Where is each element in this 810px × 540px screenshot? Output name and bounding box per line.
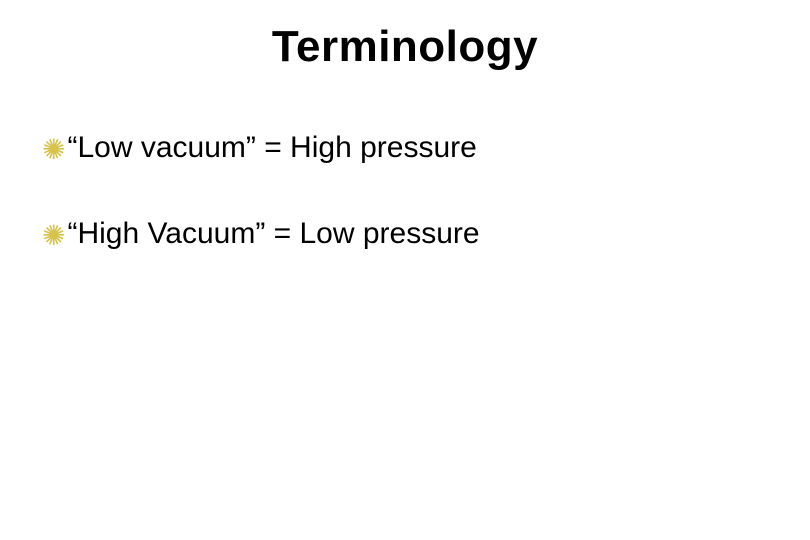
bullet-icon: ✺	[42, 222, 65, 250]
list-item: ✺ “Low vacuum” = High pressure	[42, 130, 768, 166]
slide-title: Terminology	[0, 22, 810, 72]
bullet-icon: ✺	[42, 136, 65, 164]
bullet-list: ✺ “Low vacuum” = High pressure ✺ “High V…	[42, 130, 768, 302]
list-item: ✺ “High Vacuum” = Low pressure	[42, 216, 768, 252]
bullet-text: “High Vacuum” = Low pressure	[67, 216, 479, 252]
bullet-text: “Low vacuum” = High pressure	[67, 130, 476, 166]
slide: Terminology ✺ “Low vacuum” = High pressu…	[0, 0, 810, 540]
